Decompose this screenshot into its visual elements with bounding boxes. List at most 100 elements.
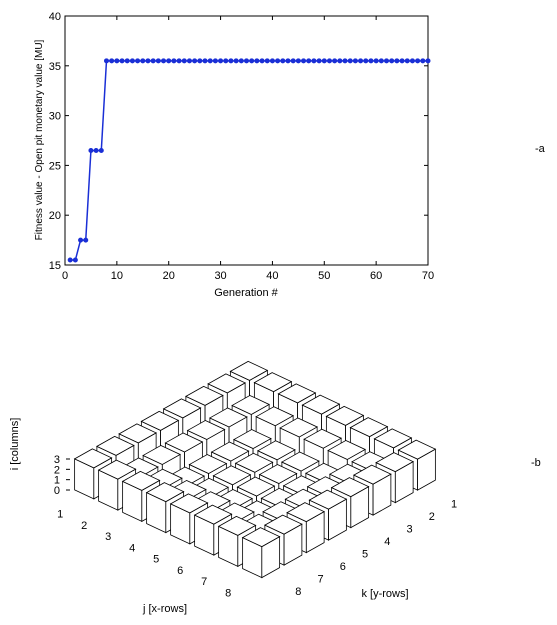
data-point xyxy=(212,58,218,64)
data-point xyxy=(254,58,260,64)
data-point xyxy=(394,58,400,64)
y-tick-label: 40 xyxy=(49,11,61,23)
bar-top xyxy=(169,493,209,514)
data-point xyxy=(363,58,369,64)
data-point xyxy=(181,58,187,64)
data-point xyxy=(103,58,109,64)
data-point xyxy=(218,58,224,64)
x-tick-label: 1 xyxy=(57,509,63,521)
data-point xyxy=(140,58,146,64)
y-tick-label: 35 xyxy=(49,61,61,73)
bar-top xyxy=(210,441,250,462)
bar-top xyxy=(286,502,325,523)
x-tick-label: 5 xyxy=(153,554,159,566)
data-point xyxy=(316,58,322,64)
data-point xyxy=(228,58,234,64)
data-point xyxy=(223,58,229,64)
data-point xyxy=(311,58,317,64)
bar-top xyxy=(330,477,370,498)
y-tick-label: 20 xyxy=(49,210,61,222)
bar-top xyxy=(349,417,389,438)
data-point xyxy=(264,58,270,64)
data-point xyxy=(93,147,99,153)
bar-top xyxy=(185,385,224,406)
data-point xyxy=(88,147,94,153)
data-point xyxy=(352,58,358,64)
data-point xyxy=(275,58,281,64)
x-tick-label: 4 xyxy=(129,542,135,554)
data-point xyxy=(197,58,203,64)
x-tick-label: 8 xyxy=(225,587,231,599)
data-point xyxy=(233,58,239,64)
bar-top xyxy=(118,423,157,444)
data-point xyxy=(326,58,332,64)
bar-top xyxy=(97,459,137,480)
x-tick-label: 7 xyxy=(201,576,207,588)
bar-top xyxy=(193,504,233,525)
data-point xyxy=(155,58,161,64)
data-point xyxy=(72,257,78,263)
bar-top xyxy=(236,476,276,497)
bar-top xyxy=(303,428,342,449)
data-point xyxy=(145,58,151,64)
x-tick-label: 50 xyxy=(318,270,330,282)
bar-top xyxy=(375,452,414,473)
y-tick-label: 3 xyxy=(407,523,413,535)
y-tick-label: 2 xyxy=(429,511,435,523)
data-point xyxy=(114,58,120,64)
x-tick-label: 10 xyxy=(111,270,123,282)
y-tick-label: 8 xyxy=(295,586,301,598)
data-point xyxy=(280,58,286,64)
bar-top xyxy=(255,406,294,427)
data-point xyxy=(404,58,410,64)
data-point xyxy=(337,58,343,64)
z-tick-label: 2 xyxy=(54,464,60,476)
data-point xyxy=(420,58,426,64)
data-point xyxy=(373,58,379,64)
data-point xyxy=(290,58,296,64)
data-point xyxy=(124,58,130,64)
bar-top xyxy=(277,383,317,404)
z-tick-label: 0 xyxy=(54,485,60,497)
data-point xyxy=(135,58,141,64)
bar-top xyxy=(162,398,202,419)
data-point xyxy=(409,58,415,64)
data-point xyxy=(238,58,244,64)
data-point xyxy=(98,147,104,153)
data-point xyxy=(269,58,275,64)
data-point xyxy=(347,58,353,64)
data-point xyxy=(192,58,198,64)
data-point xyxy=(244,58,249,64)
data-point xyxy=(378,58,384,64)
data-point xyxy=(207,58,213,64)
bar xyxy=(241,527,281,579)
data-point xyxy=(285,58,291,64)
data-point xyxy=(259,58,265,64)
data-point xyxy=(119,58,125,64)
y-tick-label: 1 xyxy=(451,498,457,510)
data-point xyxy=(166,58,172,64)
bar-top xyxy=(308,489,348,510)
data-point xyxy=(129,58,135,64)
data-point xyxy=(358,58,364,64)
bar-top xyxy=(229,360,269,381)
data-point xyxy=(78,237,84,243)
bar-top xyxy=(121,470,161,491)
data-point xyxy=(295,58,301,64)
panel-label: -a xyxy=(535,143,546,155)
y-tick-label: 6 xyxy=(340,561,346,573)
data-point xyxy=(109,58,115,64)
y-tick-label: 7 xyxy=(318,573,324,585)
bar-top xyxy=(164,432,204,453)
z-axis-label: i [columns] xyxy=(9,418,21,471)
x-axis-label: j [x-rows] xyxy=(142,603,187,615)
data-point xyxy=(249,58,255,64)
x-tick-label: 70 xyxy=(422,270,434,282)
bar-top xyxy=(212,465,252,486)
plot-frame xyxy=(64,15,429,266)
data-point xyxy=(171,58,177,64)
bar-top xyxy=(281,451,320,472)
bar-top xyxy=(217,515,257,536)
data-line xyxy=(70,60,428,261)
bar-top xyxy=(241,527,281,548)
